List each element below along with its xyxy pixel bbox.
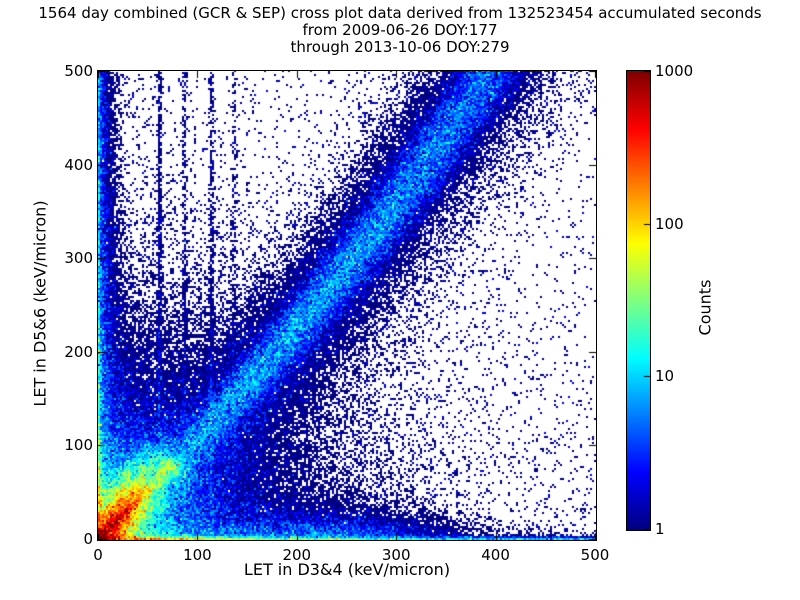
plot-title-line2: from 2009-06-26 DOY:177 <box>302 21 498 39</box>
y-tick-label-500: 500 <box>64 62 93 80</box>
x-tick-label-300: 300 <box>381 546 411 564</box>
colorbar-tick-label-1000: 1000 <box>655 62 694 80</box>
y-tick-label-100: 100 <box>64 436 93 455</box>
x-tick-label-500: 500 <box>580 546 610 564</box>
plot-title-line1: 1564 day combined (GCR & SEP) cross plot… <box>38 4 762 22</box>
colorbar-tick-label-1: 1 <box>655 520 665 538</box>
x-tick-label-200: 200 <box>282 546 312 564</box>
x-tick-label-100: 100 <box>183 546 212 564</box>
colorbar-tick-label-10: 10 <box>655 367 675 386</box>
x-axis-label: LET in D3&4 (keV/micron) <box>243 560 451 579</box>
x-tick-label-0: 0 <box>93 546 103 564</box>
colorbar-tick-label-100: 100 <box>655 214 684 233</box>
y-tick-label-200: 200 <box>64 342 93 361</box>
let-cross-plot-heatmap <box>97 70 597 541</box>
plot-title-line3: through 2013-10-06 DOY:279 <box>290 38 510 56</box>
y-axis-label: LET in D5&6 (keV/micron) <box>30 200 50 407</box>
y-tick-label-0: 0 <box>83 530 93 548</box>
y-tick-label-300: 300 <box>64 249 93 268</box>
colorbar-gradient <box>626 70 651 531</box>
x-tick-label-400: 400 <box>481 546 510 564</box>
y-tick-label-400: 400 <box>64 155 93 174</box>
